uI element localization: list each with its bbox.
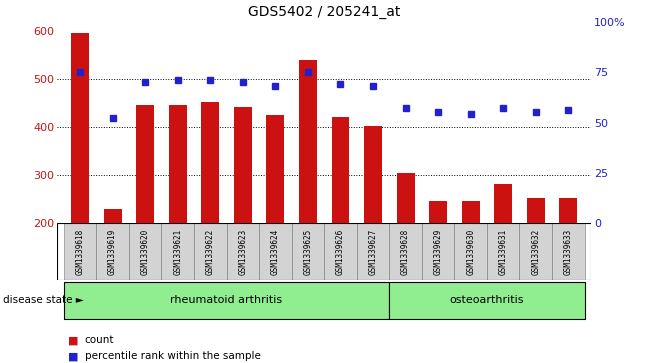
Text: GSM1339625: GSM1339625 [303, 228, 312, 274]
Text: GSM1339631: GSM1339631 [499, 228, 508, 274]
Text: GSM1339626: GSM1339626 [336, 228, 345, 274]
Text: GSM1339630: GSM1339630 [466, 228, 475, 274]
Text: GSM1339619: GSM1339619 [108, 228, 117, 274]
Bar [389, 223, 422, 280]
Bar [259, 223, 292, 280]
Bar [234, 107, 252, 223]
Bar [96, 223, 129, 280]
Text: ■: ■ [68, 335, 79, 346]
Bar [429, 201, 447, 223]
Bar [71, 33, 89, 223]
Text: GSM1339632: GSM1339632 [531, 228, 540, 274]
Bar [389, 282, 585, 319]
Bar [227, 223, 259, 280]
Text: GSM1339621: GSM1339621 [173, 228, 182, 274]
Bar [454, 223, 487, 280]
Bar [194, 223, 227, 280]
Bar [324, 223, 357, 280]
Bar [559, 198, 577, 223]
Bar [487, 223, 519, 280]
Text: GSM1339618: GSM1339618 [76, 228, 85, 274]
Bar [161, 223, 194, 280]
Text: disease state ►: disease state ► [3, 294, 84, 305]
Text: count: count [85, 335, 114, 346]
Bar [299, 60, 317, 223]
Text: osteoarthritis: osteoarthritis [450, 294, 524, 305]
Text: rheumatoid arthritis: rheumatoid arthritis [171, 294, 283, 305]
Text: GSM1339624: GSM1339624 [271, 228, 280, 274]
Title: GDS5402 / 205241_at: GDS5402 / 205241_at [248, 5, 400, 19]
Bar [527, 198, 545, 223]
Text: ■: ■ [68, 351, 79, 362]
Bar [519, 223, 552, 280]
Bar [552, 223, 585, 280]
Bar [331, 117, 350, 223]
Bar [64, 223, 96, 280]
Bar [422, 223, 454, 280]
Text: GSM1339622: GSM1339622 [206, 228, 215, 274]
Text: GSM1339633: GSM1339633 [564, 228, 573, 274]
Bar [201, 102, 219, 223]
Text: GSM1339628: GSM1339628 [401, 228, 410, 274]
Bar [396, 173, 415, 223]
Bar [266, 115, 284, 223]
Bar [357, 223, 389, 280]
Text: GSM1339629: GSM1339629 [434, 228, 443, 274]
Bar [364, 126, 382, 223]
Bar [104, 209, 122, 223]
Bar [462, 201, 480, 223]
Text: GSM1339623: GSM1339623 [238, 228, 247, 274]
Bar [136, 105, 154, 223]
Text: percentile rank within the sample: percentile rank within the sample [85, 351, 260, 362]
Text: GSM1339627: GSM1339627 [368, 228, 378, 274]
Bar [292, 223, 324, 280]
Text: GSM1339620: GSM1339620 [141, 228, 150, 274]
Bar [169, 105, 187, 223]
Bar [64, 282, 389, 319]
Bar [129, 223, 161, 280]
Bar [494, 184, 512, 223]
